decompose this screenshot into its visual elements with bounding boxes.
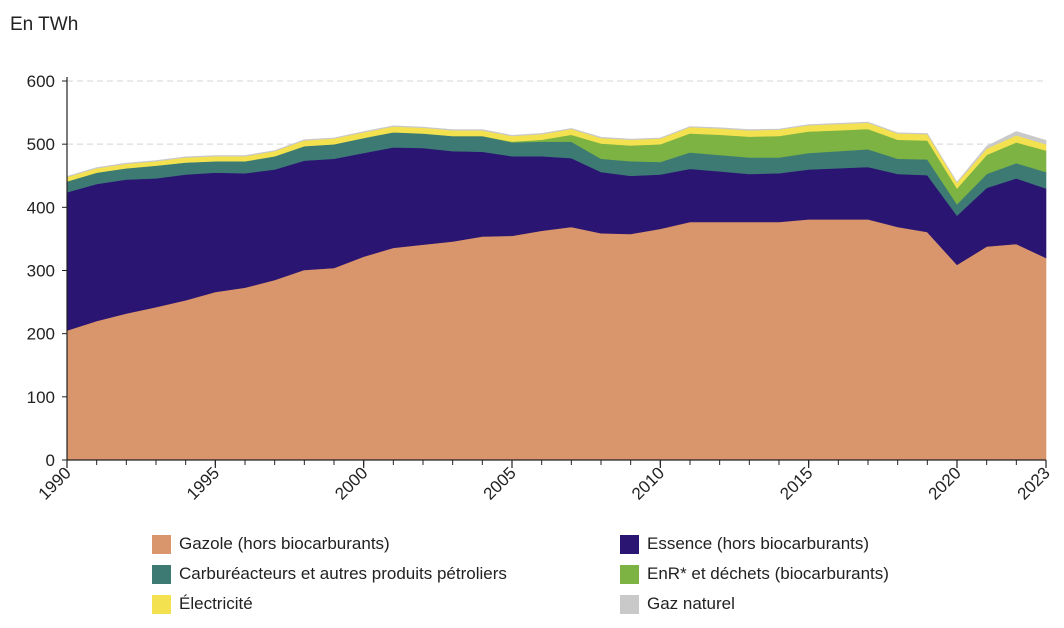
legend-label: Gaz naturel	[647, 594, 735, 613]
y-unit-label: En TWh	[10, 14, 79, 35]
legend-item-gaz-naturel: Gaz naturel	[620, 592, 992, 616]
y-tick-label: 0	[46, 451, 55, 470]
legend-label: Gazole (hors biocarburants)	[179, 534, 390, 553]
y-tick-label: 600	[27, 72, 55, 91]
x-tick-label: 2010	[628, 463, 668, 503]
y-tick-label: 500	[27, 135, 55, 154]
x-tick-label: 2023	[1014, 463, 1054, 503]
legend-label: EnR* et déchets (biocarburants)	[647, 564, 889, 583]
x-tick-label: 1990	[35, 463, 75, 503]
legend-swatch	[152, 534, 171, 554]
x-tick-label: 2000	[331, 463, 371, 503]
legend-swatch	[152, 594, 171, 614]
y-tick-label: 300	[27, 262, 55, 281]
legend-item-electricite: Électricité	[152, 592, 620, 616]
axes: 0 100 200 300 400 500 600 1990 1995 2000 2005 2010 2…	[27, 72, 1054, 504]
y-tick-label: 200	[27, 325, 55, 344]
legend-label: Électricité	[179, 594, 253, 613]
y-tick-label: 100	[27, 388, 55, 407]
legend-swatch	[152, 564, 171, 584]
legend-swatch	[620, 564, 639, 584]
legend-item-essence: Essence (hors biocarburants)	[620, 532, 992, 556]
legend-item-carbureacteurs: Carburéacteurs et autres produits pétrol…	[152, 562, 620, 586]
x-tick-label: 2015	[776, 463, 816, 503]
series-area-5	[66, 121, 1047, 184]
legend-label: Carburéacteurs et autres produits pétrol…	[179, 564, 507, 583]
x-tick-label: 2020	[925, 463, 965, 503]
legend-item-enr: EnR* et déchets (biocarburants)	[620, 562, 992, 586]
y-tick-label: 400	[27, 198, 55, 217]
stacked-area-chart: 0 100 200 300 400 500 600 1990 1995 2000 2005 2010 2…	[27, 72, 1054, 504]
x-tick-label: 2005	[480, 463, 520, 503]
series-areas	[66, 121, 1047, 461]
legend-swatch	[620, 534, 639, 554]
legend-label: Essence (hors biocarburants)	[647, 534, 870, 553]
x-tick-label: 1995	[183, 463, 223, 503]
legend-item-gazole: Gazole (hors biocarburants)	[152, 532, 620, 556]
legend-swatch	[620, 594, 639, 614]
legend: Gazole (hors biocarburants) Essence (hor…	[152, 532, 992, 616]
